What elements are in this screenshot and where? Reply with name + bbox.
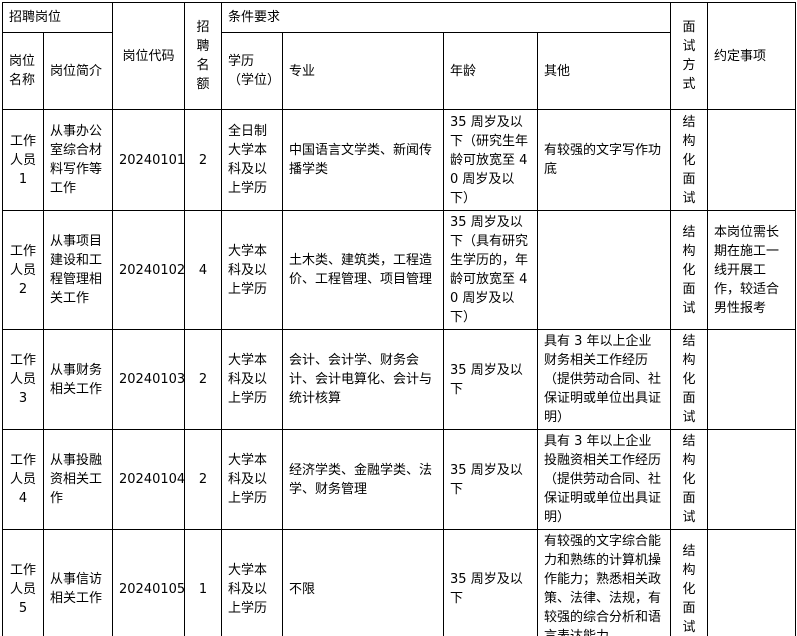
header-education: 学历（学位） bbox=[221, 32, 284, 110]
header-row-groups: 招聘岗位 岗位代码 招聘名额 条件要求 面试方式 约定事项 bbox=[1, 2, 797, 110]
header-other: 其他 bbox=[537, 32, 672, 110]
position-major: 会计、会计学、财务会计、会计电算化、会计与统计核算 bbox=[282, 329, 445, 430]
position-age: 35 周岁及以下 bbox=[443, 429, 539, 530]
position-education: 大学本科及以上学历 bbox=[221, 329, 284, 430]
header-row-columns: 岗位名称 岗位简介 学历（学位） 专业 年龄 其他 bbox=[2, 32, 796, 110]
position-major: 中国语言文学类、新闻传播学类 bbox=[282, 109, 445, 211]
position-code: 20240104 bbox=[112, 429, 186, 530]
position-major: 经济学类、金融学类、法学、财务管理 bbox=[282, 429, 445, 530]
position-intro: 从事信访相关工作 bbox=[42, 529, 114, 636]
position-major: 土木类、建筑类，工程造价、工程管理、项目管理 bbox=[282, 210, 445, 330]
position-name: 工作人员2 bbox=[2, 210, 44, 330]
header-position-name: 岗位名称 bbox=[2, 32, 44, 110]
header-requirements-group: 条件要求 bbox=[221, 2, 672, 33]
position-age: 35 周岁及以下 bbox=[443, 529, 539, 636]
position-education: 大学本科及以上学历 bbox=[221, 529, 284, 636]
position-name: 工作人员4 bbox=[2, 429, 44, 530]
position-quota: 4 bbox=[184, 210, 223, 330]
position-code: 20240103 bbox=[112, 329, 186, 430]
position-other: 具有 3 年以上企业投融资相关工作经历（提供劳动合同、社保证明或单位出具证明） bbox=[537, 429, 672, 530]
position-age: 35 周岁及以下（研究生年龄可放宽至 40 周岁及以下） bbox=[443, 109, 539, 211]
position-code: 20240101 bbox=[112, 109, 186, 211]
position-notes bbox=[707, 529, 797, 636]
header-age: 年龄 bbox=[443, 32, 539, 110]
position-interview: 结构化面试 bbox=[670, 210, 709, 330]
header-recruit-position-group: 招聘岗位 bbox=[1, 2, 114, 33]
header-position-code: 岗位代码 bbox=[112, 2, 186, 110]
position-notes bbox=[707, 429, 797, 530]
header-position-intro: 岗位简介 bbox=[42, 32, 114, 110]
table-row: 工作人员4 从事投融资相关工作 20240104 2 大学本科及以上学历 经济学… bbox=[2, 429, 797, 530]
table-row: 工作人员1 从事办公室综合材料写作等工作 20240101 2 全日制大学本科及… bbox=[2, 109, 797, 211]
table-row: 工作人员3 从事财务相关工作 20240103 2 大学本科及以上学历 会计、会… bbox=[2, 329, 797, 430]
header-agreed-matters: 约定事项 bbox=[707, 2, 797, 110]
header-quota: 招聘名额 bbox=[184, 2, 223, 110]
position-age: 35 周岁及以下 bbox=[443, 329, 539, 430]
position-other bbox=[537, 210, 672, 330]
position-notes bbox=[707, 329, 797, 430]
position-education: 大学本科及以上学历 bbox=[221, 210, 284, 330]
position-intro: 从事项目建设和工程管理相关工作 bbox=[42, 210, 114, 330]
position-interview: 结构化面试 bbox=[670, 529, 709, 636]
table-row: 工作人员5 从事信访相关工作 20240105 1 大学本科及以上学历 不限 3… bbox=[2, 529, 797, 636]
position-name: 工作人员3 bbox=[2, 329, 44, 430]
position-intro: 从事财务相关工作 bbox=[42, 329, 114, 430]
position-age: 35 周岁及以下（具有研究生学历的，年龄可放宽至 40 周岁及以下） bbox=[443, 210, 539, 330]
position-other: 具有 3 年以上企业财务相关工作经历（提供劳动合同、社保证明或单位出具证明） bbox=[537, 329, 672, 430]
position-notes: 本岗位需长期在施工一线开展工作，较适合男性报考 bbox=[707, 210, 797, 330]
position-name: 工作人员5 bbox=[2, 529, 44, 636]
position-quota: 2 bbox=[184, 429, 223, 530]
position-intro: 从事投融资相关工作 bbox=[42, 429, 114, 530]
position-quota: 2 bbox=[184, 329, 223, 430]
position-notes bbox=[707, 109, 797, 211]
position-quota: 2 bbox=[184, 109, 223, 211]
position-quota: 1 bbox=[184, 529, 223, 636]
header-major: 专业 bbox=[282, 32, 445, 110]
position-other: 有较强的文字写作功底 bbox=[537, 109, 672, 211]
position-intro: 从事办公室综合材料写作等工作 bbox=[42, 109, 114, 211]
position-other: 有较强的文字综合能力和熟练的计算机操作能力；熟悉相关政策、法律、法规，有较强的综… bbox=[537, 529, 672, 636]
position-interview: 结构化面试 bbox=[670, 329, 709, 430]
position-education: 大学本科及以上学历 bbox=[221, 429, 284, 530]
position-code: 20240102 bbox=[112, 210, 186, 330]
position-name: 工作人员1 bbox=[2, 109, 44, 211]
position-education: 全日制大学本科及以上学历 bbox=[221, 109, 284, 211]
table-row: 工作人员2 从事项目建设和工程管理相关工作 20240102 4 大学本科及以上… bbox=[2, 210, 797, 330]
position-interview: 结构化面试 bbox=[670, 109, 709, 211]
position-major: 不限 bbox=[282, 529, 445, 636]
header-interview-method: 面试方式 bbox=[670, 2, 709, 110]
position-interview: 结构化面试 bbox=[670, 429, 709, 530]
position-code: 20240105 bbox=[112, 529, 186, 636]
